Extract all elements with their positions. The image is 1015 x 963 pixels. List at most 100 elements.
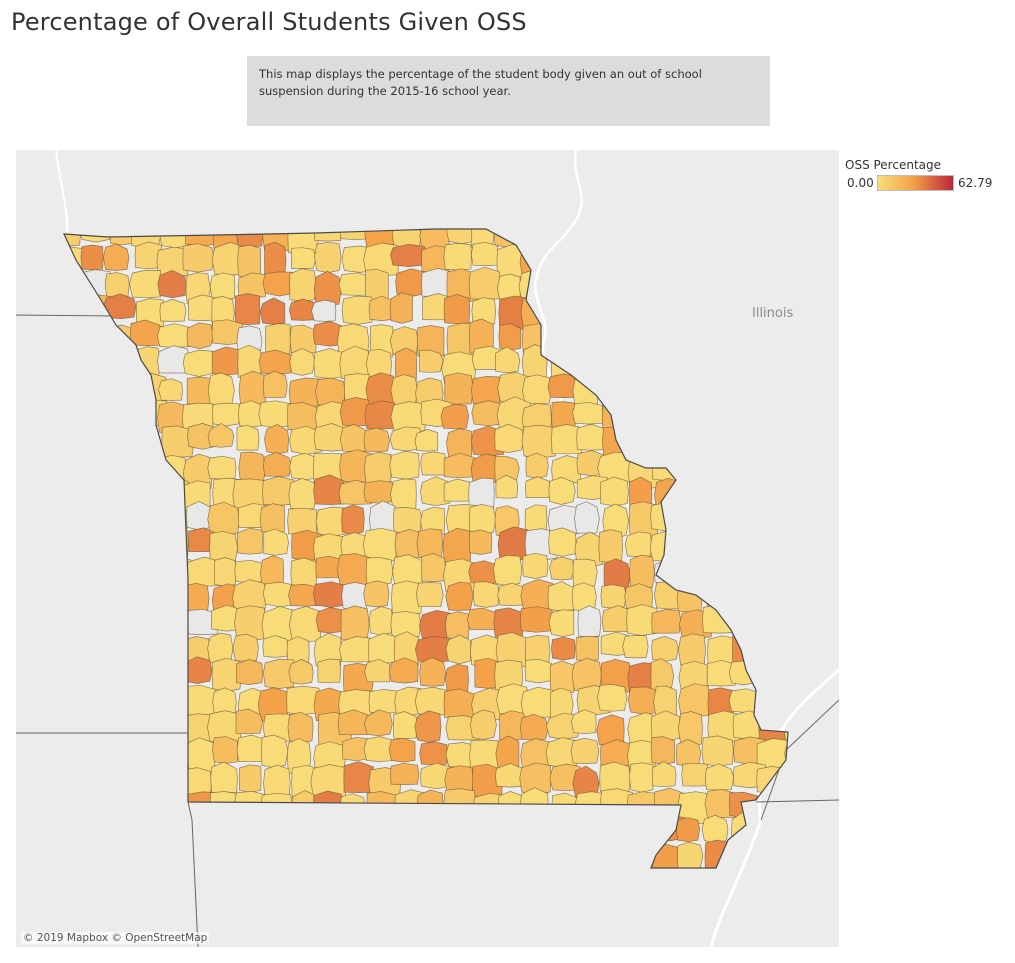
school-district[interactable]	[443, 452, 476, 479]
school-district[interactable]	[128, 814, 159, 850]
school-district[interactable]	[107, 867, 135, 894]
school-district[interactable]	[704, 299, 731, 331]
school-district[interactable]	[288, 658, 314, 685]
school-district[interactable]	[156, 661, 187, 692]
school-district[interactable]	[108, 792, 142, 825]
school-district[interactable]	[263, 528, 289, 556]
school-district[interactable]	[161, 787, 185, 818]
school-district[interactable]	[701, 556, 736, 580]
school-district[interactable]	[156, 454, 188, 488]
map-canvas[interactable]: Illinois	[16, 150, 839, 947]
school-district[interactable]	[443, 243, 472, 271]
school-district[interactable]	[652, 346, 683, 372]
school-district[interactable]	[103, 528, 140, 557]
school-district[interactable]	[341, 504, 365, 535]
school-district[interactable]	[650, 710, 681, 742]
school-district[interactable]	[654, 559, 683, 585]
school-district[interactable]	[522, 552, 549, 579]
school-district[interactable]	[155, 710, 185, 737]
school-district[interactable]	[445, 581, 474, 611]
school-district[interactable]	[55, 715, 79, 740]
school-district[interactable]	[732, 270, 764, 301]
school-district[interactable]	[237, 272, 268, 298]
school-district[interactable]	[212, 687, 237, 715]
school-district[interactable]	[443, 294, 471, 325]
school-district[interactable]	[519, 713, 549, 741]
school-district[interactable]	[602, 503, 629, 539]
school-district[interactable]	[701, 814, 729, 844]
school-district[interactable]	[525, 476, 552, 499]
school-district[interactable]	[53, 556, 80, 582]
school-district[interactable]	[186, 322, 214, 349]
school-district[interactable]	[525, 452, 549, 479]
school-district[interactable]	[287, 845, 313, 879]
school-district[interactable]	[728, 372, 762, 407]
school-district[interactable]	[572, 345, 599, 379]
school-district[interactable]	[287, 711, 314, 743]
school-district[interactable]	[676, 215, 708, 245]
school-district[interactable]	[625, 269, 651, 305]
school-district[interactable]	[627, 427, 657, 455]
school-district[interactable]	[758, 687, 789, 724]
school-district[interactable]	[237, 244, 262, 279]
school-district[interactable]	[51, 324, 81, 350]
school-district[interactable]	[420, 476, 452, 507]
missouri-districts[interactable]	[51, 215, 819, 904]
school-district[interactable]	[754, 556, 790, 591]
school-district[interactable]	[678, 424, 707, 450]
school-district[interactable]	[105, 765, 135, 796]
school-district[interactable]	[757, 582, 791, 612]
school-district[interactable]	[78, 555, 112, 591]
school-district[interactable]	[729, 401, 754, 430]
school-district[interactable]	[701, 735, 734, 767]
school-district[interactable]	[339, 636, 373, 663]
school-district[interactable]	[446, 218, 476, 245]
school-district[interactable]	[626, 247, 650, 273]
school-district[interactable]	[783, 451, 816, 476]
school-district[interactable]	[493, 843, 528, 870]
school-district[interactable]	[391, 580, 423, 616]
school-district[interactable]	[312, 790, 344, 822]
school-district[interactable]	[160, 844, 183, 868]
school-district[interactable]	[390, 243, 427, 267]
school-district[interactable]	[261, 815, 289, 843]
school-district[interactable]	[341, 582, 370, 611]
school-district[interactable]	[726, 502, 756, 532]
school-district[interactable]	[599, 872, 625, 898]
school-district[interactable]	[600, 240, 630, 271]
school-district[interactable]	[728, 245, 762, 281]
school-district[interactable]	[703, 322, 732, 357]
school-district[interactable]	[103, 243, 130, 271]
school-district[interactable]	[80, 506, 111, 532]
school-district[interactable]	[260, 503, 285, 534]
school-district[interactable]	[183, 841, 213, 876]
school-district[interactable]	[416, 789, 444, 823]
school-district[interactable]	[493, 554, 523, 587]
school-district[interactable]	[158, 378, 183, 401]
school-district[interactable]	[754, 322, 779, 357]
school-district[interactable]	[130, 451, 165, 487]
school-district[interactable]	[779, 656, 808, 688]
school-district[interactable]	[56, 455, 81, 482]
school-district[interactable]	[704, 245, 738, 275]
school-district[interactable]	[779, 504, 814, 537]
school-district[interactable]	[681, 241, 717, 266]
school-district[interactable]	[703, 216, 738, 245]
school-district[interactable]	[652, 400, 690, 437]
school-district[interactable]	[51, 791, 80, 826]
school-district[interactable]	[104, 454, 130, 486]
school-district[interactable]	[207, 423, 235, 448]
school-district[interactable]	[104, 739, 138, 774]
school-district[interactable]	[103, 553, 137, 579]
school-district[interactable]	[443, 478, 471, 502]
school-district[interactable]	[156, 630, 187, 662]
school-district[interactable]	[236, 659, 264, 685]
school-district[interactable]	[315, 506, 349, 537]
school-district[interactable]	[209, 272, 236, 301]
school-district[interactable]	[288, 478, 318, 511]
school-district[interactable]	[572, 558, 598, 587]
school-district[interactable]	[757, 269, 784, 302]
school-district[interactable]	[679, 347, 718, 378]
school-district[interactable]	[212, 402, 242, 427]
school-district[interactable]	[521, 424, 557, 459]
